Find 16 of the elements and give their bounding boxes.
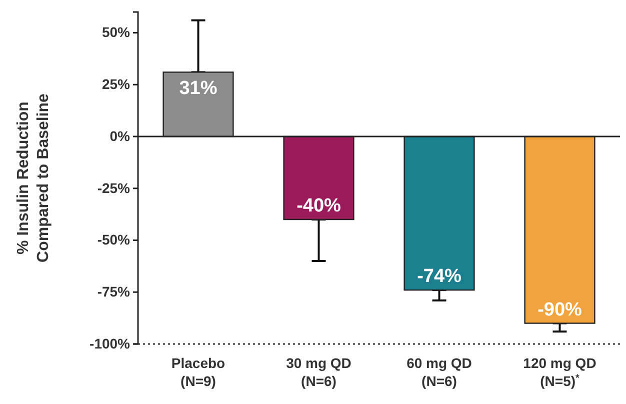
x-tick-label: 30 mg QD (N=6) [286, 355, 352, 389]
data-label: -90% [538, 299, 582, 320]
y-tick-label: 25% [102, 76, 131, 92]
y-tick-label: -100% [90, 335, 131, 352]
data-label: -40% [296, 196, 342, 216]
y-tick-label: -25% [97, 180, 131, 196]
data-label: -74% [417, 266, 462, 288]
y-tick-label: 50% [102, 24, 131, 40]
x-tick-label: 60 mg QD (N=6) [406, 355, 472, 389]
y-tick-label: -75% [97, 284, 131, 300]
x-tick-label: Placebo (N=9) [171, 355, 226, 389]
data-label: 31% [179, 78, 218, 100]
y-tick-label: -50% [97, 232, 131, 248]
x-tick-label: 120 mg QD (N=5)$^{*}$ [523, 355, 596, 389]
y-axis-title: % Insulin Reduction Compared to Baseline [15, 93, 52, 262]
y-tick-label: 0% [110, 128, 131, 144]
